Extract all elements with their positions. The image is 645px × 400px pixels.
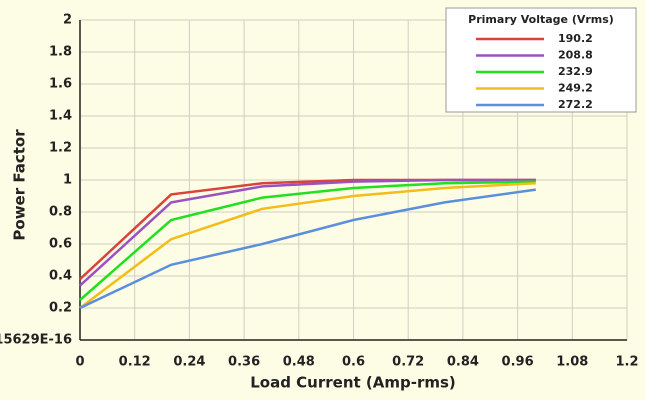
y-axis-label: Power Factor bbox=[11, 129, 29, 241]
x-tick-label: 1.2 bbox=[615, 355, 638, 370]
legend-title: Primary Voltage (Vrms) bbox=[468, 13, 614, 26]
y-tick-label: 15629E-16 bbox=[0, 333, 72, 348]
legend-label: 232.9 bbox=[558, 65, 593, 78]
legend-label: 249.2 bbox=[558, 82, 593, 95]
series-line bbox=[79, 188, 537, 310]
x-tick-label: 0 bbox=[75, 355, 84, 370]
series-line bbox=[79, 178, 536, 287]
x-tick-label: 0.72 bbox=[392, 355, 424, 370]
y-tick-label: 1.8 bbox=[49, 45, 72, 60]
legend-box bbox=[445, 7, 637, 113]
series-line bbox=[79, 180, 536, 301]
y-tick-label: 0.6 bbox=[49, 237, 72, 252]
legend-label: 272.2 bbox=[558, 98, 593, 111]
x-tick-label: 0.84 bbox=[447, 355, 479, 370]
legend-label: 190.2 bbox=[558, 32, 593, 45]
x-tick-label: 0.6 bbox=[342, 355, 365, 370]
y-tick-label: 0.8 bbox=[49, 205, 72, 220]
y-tick-label: 1.4 bbox=[49, 109, 72, 124]
x-tick-label: 0.12 bbox=[119, 355, 151, 370]
y-tick-label: 1.6 bbox=[49, 77, 72, 92]
x-axis-label: Load Current (Amp-rms) bbox=[250, 374, 456, 392]
y-tick-label: 0.2 bbox=[49, 301, 72, 316]
legend-label: 208.8 bbox=[558, 49, 593, 62]
x-tick-label: 1.08 bbox=[556, 355, 588, 370]
y-tick-label: 0.4 bbox=[49, 269, 72, 284]
x-tick-label: 0.96 bbox=[502, 355, 534, 370]
series-line bbox=[79, 181, 536, 309]
y-tick-label: 1.2 bbox=[49, 141, 72, 156]
x-tick-label: 0.48 bbox=[283, 355, 315, 370]
x-tick-label: 0.24 bbox=[173, 355, 205, 370]
y-tick-label: 2 bbox=[63, 13, 72, 28]
y-tick-label: 1 bbox=[63, 173, 72, 188]
x-tick-label: 0.36 bbox=[228, 355, 260, 370]
